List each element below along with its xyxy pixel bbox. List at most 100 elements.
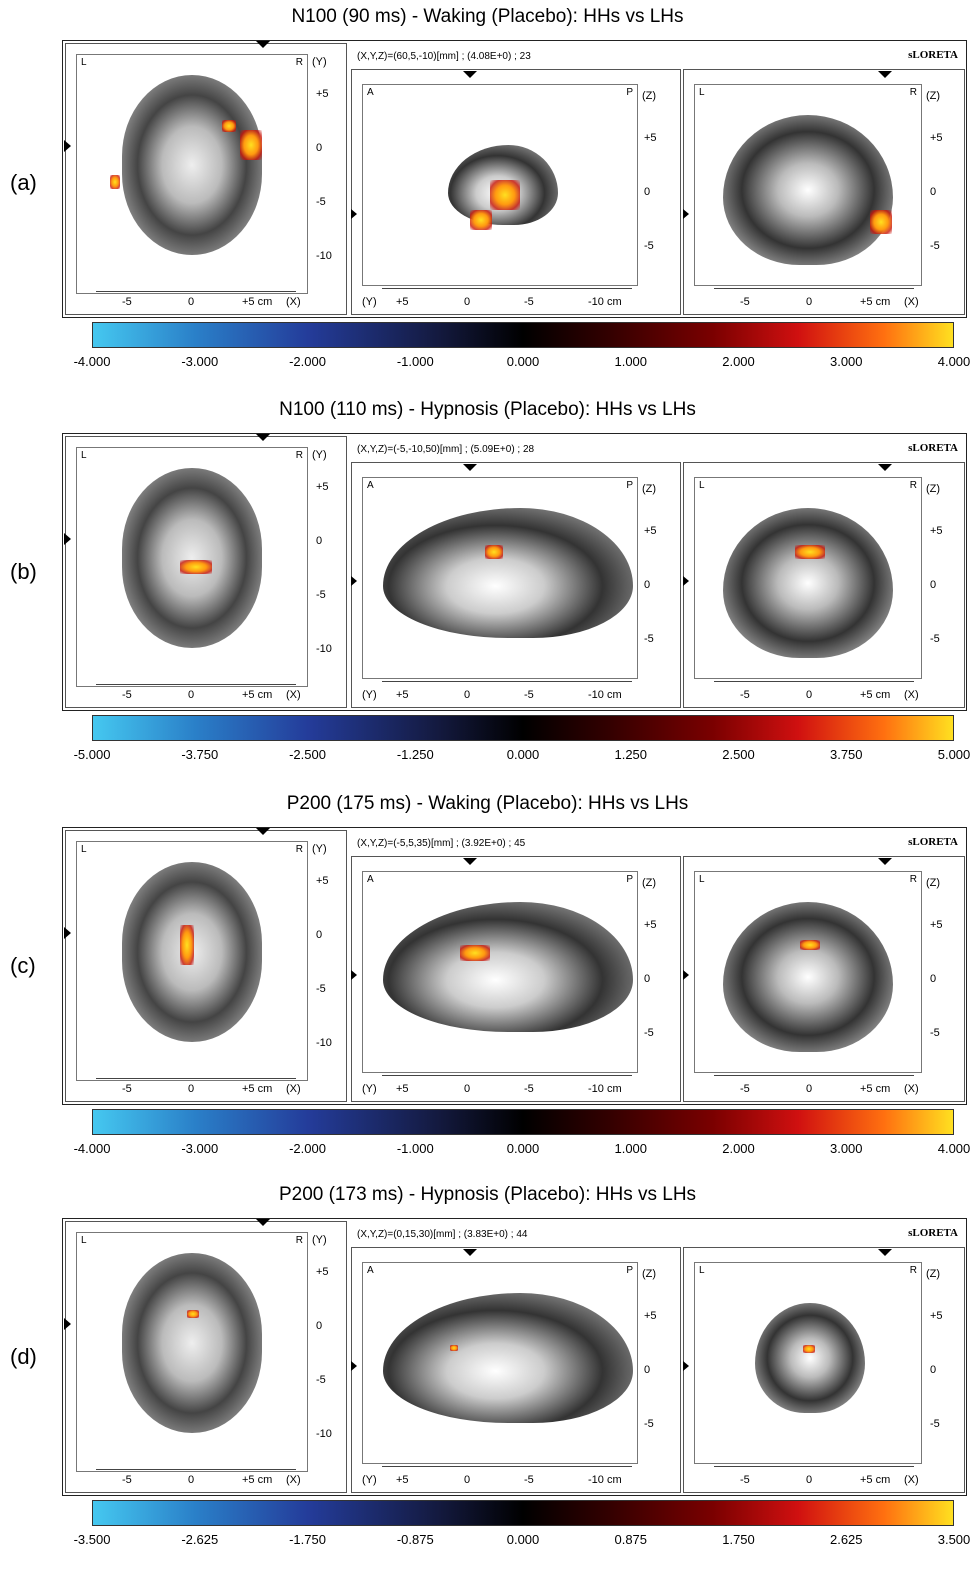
z-tick: 0 [930, 579, 937, 591]
colorbar-tick: 1.000 [614, 1141, 648, 1156]
z-tick: -5 [930, 1418, 940, 1430]
viewer-frame: L R (Y) +5 0 -5 -10 -5 0 +5 cm (X) (X,Y,Z)=(60,5,-1… [62, 40, 967, 318]
colorbar-tick: -4.000 [73, 354, 111, 369]
colorbar-tick: 2.625 [829, 1532, 863, 1547]
z-axis-label: (Z) [642, 877, 657, 889]
color-scale-bar [92, 322, 954, 348]
y-tick: -10 cm [588, 1083, 622, 1095]
colorbar-tick: -1.000 [396, 1141, 434, 1156]
y-tick: 0 [316, 1320, 323, 1332]
panel-label: (b) [10, 559, 37, 584]
coordinate-readout: (X,Y,Z)=(-5,5,35)[mm] ; (3.92E+0) ; 45 [357, 838, 526, 849]
x-tick: +5 cm [860, 1083, 891, 1095]
colorbar-tick: -0.875 [396, 1532, 434, 1547]
sagittal-ruler [382, 1075, 632, 1082]
colorbar-tick: -3.750 [181, 747, 219, 762]
colorbar-tick: 4.000 [937, 354, 971, 369]
y-tick: -10 [316, 250, 332, 262]
marker-top-icon [256, 434, 270, 441]
colorbar-tick: -5.000 [73, 747, 111, 762]
activation-hotspot [110, 175, 120, 189]
coronal-brain-image [723, 902, 893, 1052]
x-tick: -5 [740, 1474, 750, 1486]
x-tick: -5 [740, 1083, 750, 1095]
axial-ruler [96, 1469, 296, 1476]
y-tick: -10 cm [588, 689, 622, 701]
sagittal-brain-image [383, 902, 633, 1032]
y-tick: -5 [524, 689, 534, 701]
x-tick: (X) [904, 689, 919, 701]
sagittal-brain-image [383, 1293, 633, 1423]
x-tick: +5 cm [860, 689, 891, 701]
software-label: sLORETA [908, 49, 958, 61]
corner-right-label: R [909, 874, 917, 885]
colorbar-tick: 0.000 [506, 747, 540, 762]
panel-label: (c) [10, 953, 36, 978]
z-tick: -5 [644, 240, 654, 252]
figure-panel-c: P200 (175 ms) - Waking (Placebo): HHs vs… [0, 787, 975, 1180]
y-tick: -10 [316, 1037, 332, 1049]
corner-left-label: L [81, 844, 87, 855]
coronal-brain-image [723, 508, 893, 658]
colorbar-tick: -2.000 [289, 1141, 326, 1156]
y-tick: +5 [316, 1266, 329, 1278]
z-tick: -5 [644, 1418, 654, 1430]
colorbar-tick: -3.000 [181, 354, 219, 369]
marker-top-icon [463, 1249, 477, 1256]
axial-brain-image [122, 468, 262, 648]
y-tick: +5 [396, 1474, 409, 1486]
coronal-brain-image [755, 1303, 865, 1413]
x-tick: 0 [806, 1083, 813, 1095]
sagittal-ruler [382, 1466, 632, 1473]
viewer-frame: L R (Y) +5 0 -5 -10 -5 0 +5 cm (X) (X,Y,Z)=(-5,-10,… [62, 433, 967, 711]
axial-ruler [96, 291, 296, 298]
axial-panel: L R (Y) +5 0 -5 -10 -5 0 +5 cm (X) [65, 43, 347, 315]
corner-left-label: L [699, 1265, 705, 1276]
activation-hotspot [187, 1310, 199, 1318]
y-tick: +5 [316, 88, 329, 100]
colorbar-tick: 0.875 [614, 1532, 648, 1547]
z-tick: +5 [644, 525, 657, 537]
colorbar-tick: 4.000 [937, 1141, 971, 1156]
z-tick: 0 [644, 579, 651, 591]
z-tick: 0 [930, 186, 937, 198]
marker-left-icon [683, 970, 689, 980]
activation-hotspot [870, 210, 892, 234]
coronal-brain-image [723, 115, 893, 265]
sagittal-ruler [382, 681, 632, 688]
y-tick: +5 [396, 1083, 409, 1095]
marker-left-icon [351, 970, 357, 980]
x-tick: (X) [904, 296, 919, 308]
activation-hotspot [180, 925, 194, 965]
colorbar-tick: 2.500 [722, 747, 755, 762]
corner-anterior-label: A [367, 1265, 374, 1276]
corner-left-label: L [699, 480, 705, 491]
marker-top-icon [878, 71, 892, 78]
y-tick: -5 [316, 196, 326, 208]
y-axis-label: (Y) [312, 56, 327, 68]
colorbar-tick: -1.750 [289, 1532, 326, 1547]
z-tick: +5 [930, 132, 943, 144]
colorbar-tick: -1.250 [396, 747, 434, 762]
z-tick: -5 [644, 633, 654, 645]
z-tick: +5 [930, 525, 943, 537]
y-tick: -10 [316, 1428, 332, 1440]
marker-left-icon [351, 1361, 357, 1371]
marker-left-icon [64, 927, 71, 939]
z-tick: 0 [644, 186, 651, 198]
corner-right-label: R [909, 480, 917, 491]
y-tick: -10 cm [588, 1474, 622, 1486]
x-tick: 0 [806, 296, 813, 308]
panel-title: P200 (175 ms) - Waking (Placebo): HHs vs… [286, 793, 689, 814]
z-tick: +5 [644, 132, 657, 144]
viewer-frame: L R (Y) +5 0 -5 -10 -5 0 +5 cm (X) (X,Y,Z)=(0,15,30… [62, 1218, 967, 1496]
figure-panel-a: N100 (90 ms) - Waking (Placebo): HHs vs … [0, 0, 975, 393]
x-tick: +5 cm [860, 296, 891, 308]
marker-top-icon [463, 858, 477, 865]
marker-left-icon [683, 209, 689, 219]
colorbar-tick: 3.000 [829, 1141, 863, 1156]
z-tick: -5 [644, 1027, 654, 1039]
colorbar-tick: -4.000 [73, 1141, 111, 1156]
